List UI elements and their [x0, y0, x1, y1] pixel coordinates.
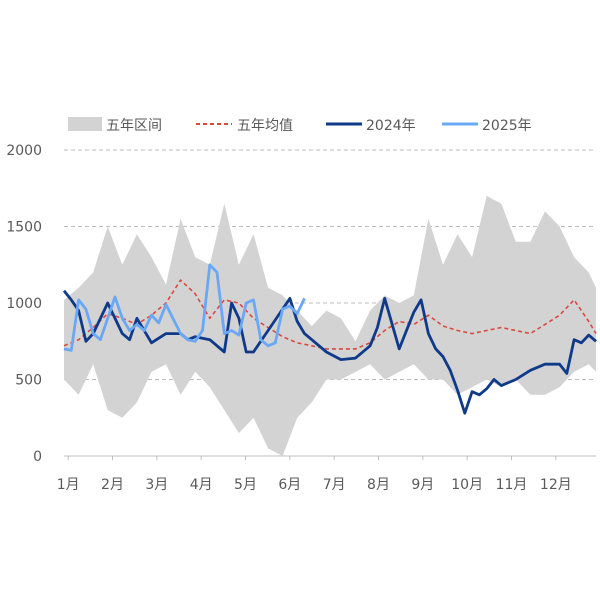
five-year-range-band [64, 195, 596, 456]
legend-range-swatch [68, 117, 102, 131]
x-tick-label: 3月 [145, 477, 168, 493]
y-tick-label: 0 [33, 449, 42, 465]
x-tick-label: 5月 [234, 477, 257, 493]
x-tick-label: 12月 [540, 477, 572, 493]
range-band-area [64, 195, 596, 456]
x-tick-label: 11月 [496, 477, 528, 493]
x-tick-label: 9月 [411, 477, 434, 493]
series-2024-line [62, 289, 597, 415]
x-tick-label: 10月 [451, 477, 483, 493]
series-2025-line [63, 263, 306, 352]
legend: 五年区间 五年均值 2024年 2025年 [68, 117, 532, 134]
y-tick-label: 1000 [6, 296, 42, 312]
legend-2025-label: 2025年 [482, 118, 532, 134]
legend-mean-label: 五年均值 [237, 118, 293, 134]
x-tick-label: 2月 [101, 477, 124, 493]
x-tick-label: 4月 [190, 477, 213, 493]
x-tick-label: 8月 [367, 477, 390, 493]
x-tick-label: 6月 [278, 477, 301, 493]
x-tick-label: 7月 [323, 477, 346, 493]
legend-2024-label: 2024年 [366, 118, 416, 134]
y-tick-label: 500 [15, 373, 42, 389]
y-tick-label: 2000 [6, 143, 42, 159]
axes: 0 500 1000 1500 2000 1月 2月 3月 4月 5月 6月 7月 8月 9月 10月 11月… [6, 143, 596, 493]
x-tick-label: 1月 [57, 477, 80, 493]
y-tick-label: 1500 [6, 220, 42, 236]
legend-range-label: 五年区间 [106, 118, 162, 134]
five-year-mean-line [63, 279, 597, 350]
series-lines [62, 263, 597, 415]
